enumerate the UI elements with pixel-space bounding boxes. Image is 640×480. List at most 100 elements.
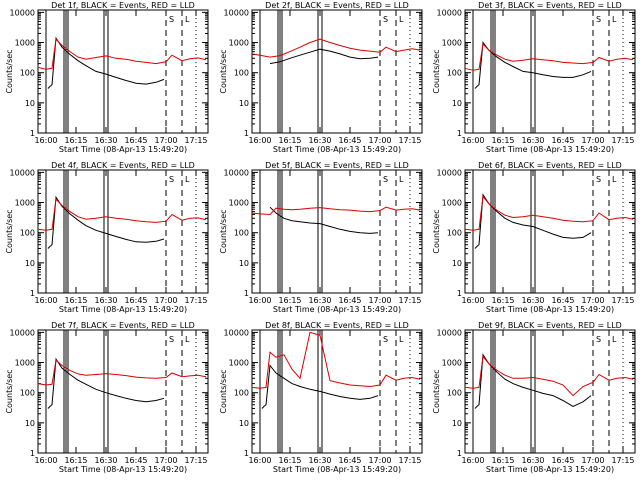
x-tick-label: 16:30 bbox=[521, 296, 544, 305]
x-tick-label: 16:30 bbox=[94, 296, 117, 305]
series-line-events bbox=[269, 206, 379, 234]
panel-title: Det 4f, BLACK = Events, RED = LLD bbox=[51, 161, 195, 170]
y-axis-label: Counts/sec bbox=[5, 49, 14, 93]
x-tick-label: 16:45 bbox=[124, 136, 147, 145]
x-tick-label: 17:00 bbox=[581, 136, 604, 145]
panel-title: Det 2f, BLACK = Events, RED = LLD bbox=[265, 1, 409, 10]
y-tick-label: 10000 bbox=[10, 168, 35, 177]
marker-label: S bbox=[596, 15, 601, 24]
y-tick-label: 1000 bbox=[15, 199, 35, 208]
plot-frame bbox=[37, 169, 209, 294]
x-axis-label: Start Time (08-Apr-13 15:49:20) bbox=[486, 145, 614, 154]
x-tick-label: 16:15 bbox=[491, 136, 514, 145]
x-axis-label: Start Time (08-Apr-13 15:49:20) bbox=[59, 145, 187, 154]
x-tick-label: 17:00 bbox=[154, 136, 177, 145]
series-line-events bbox=[474, 353, 592, 409]
panel-title: Det 7f, BLACK = Events, RED = LLD bbox=[51, 321, 195, 330]
x-tick-label: 16:45 bbox=[551, 136, 574, 145]
series-line-lld bbox=[251, 331, 421, 389]
plot-frame bbox=[37, 329, 209, 454]
detector-panel: Det 9f, BLACK = Events, RED = LLD 1 10 100 1… bbox=[432, 321, 636, 474]
y-axis-label: Counts/sec bbox=[432, 49, 441, 93]
x-tick-label: 17:15 bbox=[184, 136, 207, 145]
x-tick-label: 17:00 bbox=[368, 456, 391, 465]
x-tick-label: 16:15 bbox=[64, 456, 87, 465]
y-tick-label: 1 bbox=[457, 289, 462, 298]
series-line-events bbox=[47, 195, 165, 249]
y-axis-label: Counts/sec bbox=[219, 369, 228, 413]
x-tick-label: 16:30 bbox=[94, 456, 117, 465]
detector-panel: Det 8f, BLACK = Events, RED = LLD 1 10 100 1… bbox=[219, 321, 423, 474]
y-tick-label: 1000 bbox=[15, 39, 35, 48]
x-tick-label: 16:15 bbox=[278, 136, 301, 145]
marker-label: S bbox=[383, 175, 388, 184]
x-tick-label: 17:00 bbox=[154, 456, 177, 465]
x-tick-label: 16:00 bbox=[461, 136, 484, 145]
y-tick-label: 10000 bbox=[224, 8, 249, 17]
x-tick-label: 16:30 bbox=[94, 136, 117, 145]
x-tick-label: 16:15 bbox=[278, 456, 301, 465]
x-tick-label: 16:00 bbox=[248, 296, 271, 305]
plot-frame bbox=[251, 329, 423, 454]
y-tick-label: 100 bbox=[20, 229, 35, 238]
plot-frame bbox=[464, 329, 636, 454]
x-tick-label: 16:00 bbox=[248, 456, 271, 465]
panel-title: Det 5f, BLACK = Events, RED = LLD bbox=[265, 161, 409, 170]
marker-label: L bbox=[399, 335, 404, 344]
y-tick-label: 1000 bbox=[442, 199, 462, 208]
detector-panel: Det 4f, BLACK = Events, RED = LLD 1 10 100 1… bbox=[5, 161, 209, 314]
x-tick-label: 16:30 bbox=[308, 456, 331, 465]
x-tick-label: 16:15 bbox=[278, 296, 301, 305]
y-tick-label: 10 bbox=[452, 419, 462, 428]
y-tick-label: 1 bbox=[244, 289, 249, 298]
x-tick-label: 17:15 bbox=[398, 136, 421, 145]
series-line-lld bbox=[251, 38, 421, 58]
y-axis-label: Counts/sec bbox=[5, 369, 14, 413]
panel-title: Det 8f, BLACK = Events, RED = LLD bbox=[265, 321, 409, 330]
x-axis-label: Start Time (08-Apr-13 15:49:20) bbox=[273, 465, 401, 474]
series-line-events bbox=[269, 48, 379, 65]
series-line-events bbox=[261, 364, 379, 409]
y-tick-label: 1 bbox=[457, 449, 462, 458]
y-tick-label: 10000 bbox=[437, 328, 462, 337]
x-tick-label: 16:00 bbox=[34, 136, 57, 145]
x-tick-label: 16:45 bbox=[338, 136, 361, 145]
x-tick-label: 17:15 bbox=[611, 456, 634, 465]
plot-frame bbox=[251, 169, 423, 294]
y-tick-label: 1 bbox=[244, 449, 249, 458]
plot-frame bbox=[37, 9, 209, 134]
detector-panel: Det 6f, BLACK = Events, RED = LLD 1 10 100 1… bbox=[432, 161, 636, 314]
x-tick-label: 16:30 bbox=[308, 296, 331, 305]
x-tick-label: 17:00 bbox=[581, 456, 604, 465]
y-tick-label: 1000 bbox=[229, 199, 249, 208]
y-tick-label: 10 bbox=[239, 419, 249, 428]
marker-label: L bbox=[612, 175, 617, 184]
x-axis-label: Start Time (08-Apr-13 15:49:20) bbox=[486, 465, 614, 474]
y-tick-label: 1 bbox=[244, 129, 249, 138]
y-axis-label: Counts/sec bbox=[432, 209, 441, 253]
series-line-events bbox=[474, 193, 592, 249]
x-tick-label: 16:45 bbox=[124, 456, 147, 465]
detector-panel: Det 7f, BLACK = Events, RED = LLD 1 10 100 1… bbox=[5, 321, 209, 474]
y-tick-label: 10 bbox=[239, 259, 249, 268]
x-tick-label: 16:15 bbox=[491, 456, 514, 465]
x-tick-label: 16:00 bbox=[248, 136, 271, 145]
x-tick-label: 17:15 bbox=[611, 296, 634, 305]
x-axis-label: Start Time (08-Apr-13 15:49:20) bbox=[273, 305, 401, 314]
series-line-lld bbox=[464, 355, 634, 397]
x-tick-label: 16:45 bbox=[551, 456, 574, 465]
panel-title: Det 9f, BLACK = Events, RED = LLD bbox=[478, 321, 622, 330]
x-tick-label: 16:15 bbox=[491, 296, 514, 305]
marker-label: S bbox=[596, 175, 601, 184]
series-line-lld bbox=[464, 195, 634, 231]
y-tick-label: 100 bbox=[20, 69, 35, 78]
series-line-lld bbox=[37, 197, 207, 231]
series-line-events bbox=[47, 36, 165, 89]
marker-label: S bbox=[169, 175, 174, 184]
detector-panel: Det 1f, BLACK = Events, RED = LLD 1 10 100 1… bbox=[5, 1, 209, 154]
y-tick-label: 100 bbox=[234, 229, 249, 238]
x-tick-label: 16:15 bbox=[64, 136, 87, 145]
y-tick-label: 1 bbox=[457, 129, 462, 138]
x-tick-label: 17:15 bbox=[184, 296, 207, 305]
